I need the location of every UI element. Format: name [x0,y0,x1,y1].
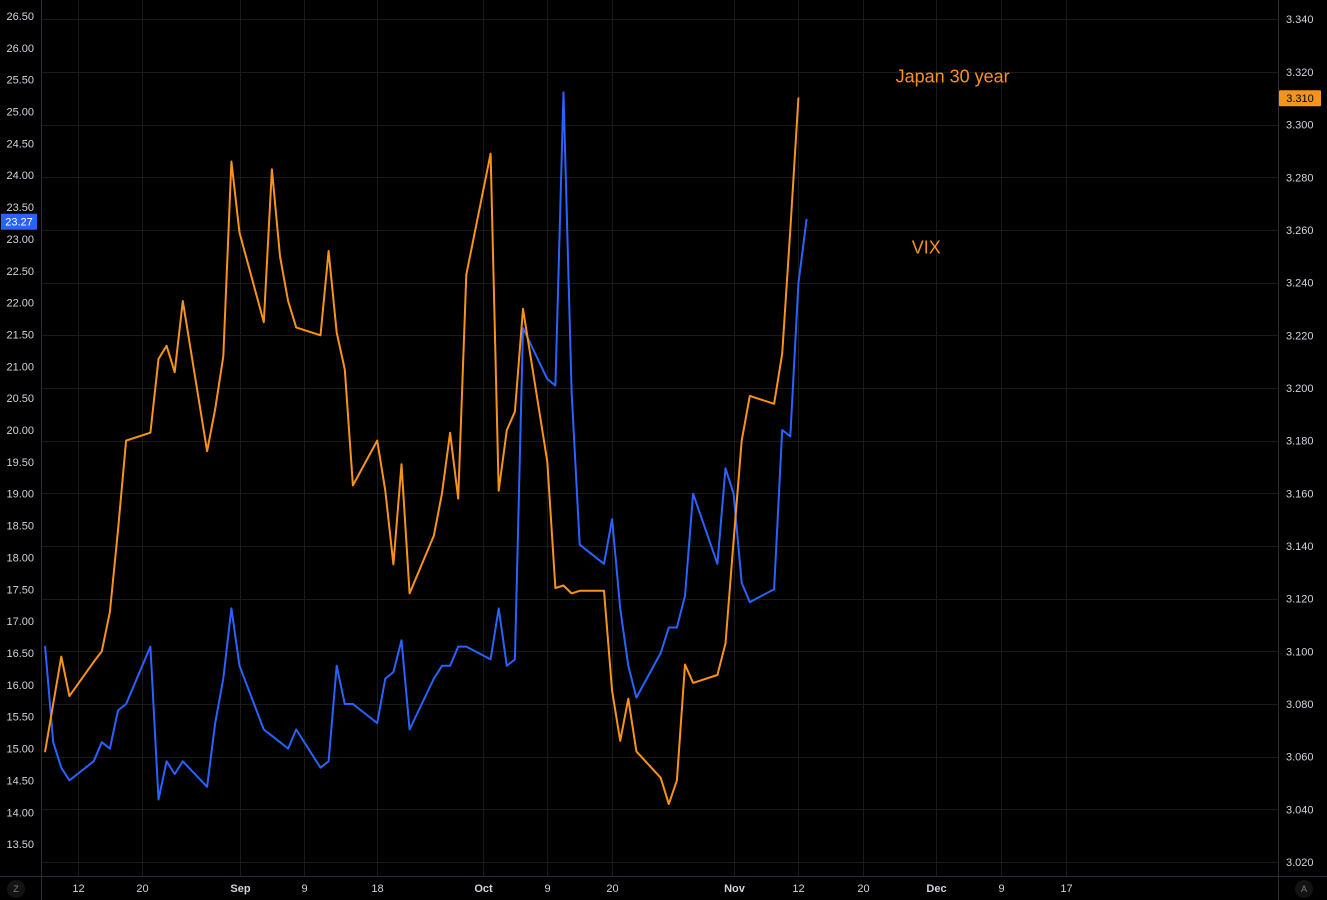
time-axis-tick-label: Dec [926,883,946,895]
time-axis-tick-label: 20 [136,883,148,895]
auto-scale-toggle-right[interactable]: A [1295,880,1313,898]
left-axis-tick-label: 16.50 [6,648,34,660]
time-axis-tick-label: 9 [544,883,550,895]
time-axis-tick-label: 17 [1060,883,1072,895]
time-axis-tick-label: 12 [72,883,84,895]
time-axis-tick-label: Sep [230,883,250,895]
right-axis-tick-label: 3.020 [1286,857,1314,869]
right-axis-tick-label: 3.340 [1286,14,1314,26]
left-axis-tick-label: 18.00 [6,552,34,564]
left-axis-tick-label: 23.50 [6,202,34,214]
left-axis-tick-label: 16.00 [6,680,34,692]
auto-scale-toggle-left[interactable]: Z [7,880,25,898]
left-axis-tick-label: 21.00 [6,361,34,373]
left-last-value-text: 23.27 [5,217,33,229]
right-axis-tick-label: 3.180 [1286,436,1314,448]
left-axis-tick-label: 13.50 [6,839,34,851]
right-axis-tick-label: 3.260 [1286,225,1314,237]
right-axis-tick-label: 3.200 [1286,383,1314,395]
time-axis[interactable]: 12 20 Sep 9 18 Oct 9 20 Nov 12 20 Dec 9 17 [72,883,1072,895]
left-axis-tick-label: 26.00 [6,43,34,55]
right-axis-tick-label: 3.060 [1286,752,1314,764]
left-axis-tick-label: 25.50 [6,75,34,87]
time-axis-tick-label: 9 [301,883,307,895]
right-last-value-badge [1279,90,1321,107]
right-axis-tick-label: 3.100 [1286,646,1314,658]
time-axis-tick-label: 20 [606,883,618,895]
left-axis-tick-label: 26.50 [6,11,34,23]
left-axis-tick-label: 24.00 [6,170,34,182]
left-price-axis[interactable]: 13.50 14.00 14.50 15.00 15.50 16.00 16.50 17.00… [6,11,34,851]
annotation-layer: Japan 30 year VIX [896,66,1010,257]
left-axis-tick-label: 24.50 [6,138,34,150]
chart-annotation-label: Japan 30 year [896,66,1010,86]
time-axis-tick-label: Nov [724,883,746,895]
chart-annotation-label: VIX [912,238,941,258]
left-axis-tick-label: 23.00 [6,234,34,246]
time-axis-tick-label: 12 [792,883,804,895]
left-axis-tick-label: 15.00 [6,744,34,756]
left-axis-tick-label: 17.50 [6,584,34,596]
left-axis-tick-label: 25.00 [6,106,34,118]
left-last-value-badge [1,213,37,230]
right-last-value-text: 3.310 [1286,93,1314,105]
left-axis-tick-label: 14.00 [6,807,34,819]
right-axis-tick-label: 3.080 [1286,699,1314,711]
time-axis-tick-label: 9 [998,883,1004,895]
right-axis-tick-label: 3.120 [1286,594,1314,606]
series-line-vix[interactable] [44,91,808,801]
right-axis-tick-label: 3.040 [1286,804,1314,816]
plot-area[interactable] [44,91,808,806]
left-axis-tick-label: 19.50 [6,457,34,469]
left-axis-tick-label: 20.00 [6,425,34,437]
series-line-japan-30-year[interactable] [44,97,800,806]
right-axis-tick-label: 3.300 [1286,120,1314,132]
left-axis-tick-label: 18.50 [6,521,34,533]
right-axis-tick-label: 3.220 [1286,330,1314,342]
left-axis-tick-label: 19.00 [6,489,34,501]
right-axis-tick-label: 3.320 [1286,67,1314,79]
right-axis-tick-label: 3.240 [1286,278,1314,290]
left-axis-tick-label: 21.50 [6,329,34,341]
last-value-badges: 23.27 3.310 [1,90,1321,230]
left-axis-tick-label: 17.00 [6,616,34,628]
time-axis-tick-label: 20 [857,883,869,895]
left-axis-tick-label: 15.50 [6,712,34,724]
left-axis-tick-label: 22.00 [6,298,34,310]
time-axis-tick-label: Oct [474,883,493,895]
time-axis-tick-label: 18 [371,883,383,895]
right-axis-tick-label: 3.280 [1286,172,1314,184]
left-axis-tick-label: 20.50 [6,393,34,405]
left-axis-tick-label: 22.50 [6,266,34,278]
left-axis-tick-label: 14.50 [6,775,34,787]
right-price-axis[interactable]: 3.020 3.040 3.060 3.080 3.100 3.120 3.140 3.160… [1286,14,1314,869]
right-axis-tick-label: 3.160 [1286,488,1314,500]
right-axis-tick-label: 3.140 [1286,541,1314,553]
